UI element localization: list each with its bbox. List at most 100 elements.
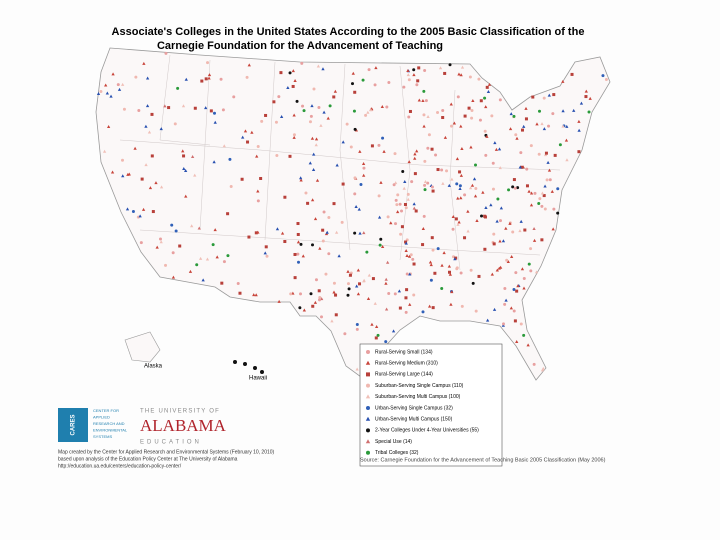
marker — [193, 106, 197, 110]
marker — [427, 133, 431, 137]
marker — [512, 309, 516, 313]
marker — [532, 238, 537, 242]
marker — [358, 282, 362, 286]
marker — [200, 79, 204, 83]
marker — [430, 147, 434, 151]
marker — [577, 150, 581, 154]
marker — [504, 298, 508, 302]
marker — [540, 191, 545, 195]
marker — [480, 214, 484, 218]
marker — [454, 217, 458, 221]
marker — [498, 166, 502, 170]
marker — [318, 295, 322, 299]
marker — [498, 239, 502, 243]
marker — [340, 220, 344, 224]
marker — [362, 173, 366, 177]
marker — [503, 287, 507, 291]
marker — [312, 87, 316, 91]
marker — [274, 120, 278, 124]
marker — [252, 293, 256, 297]
marker — [321, 228, 325, 232]
marker — [362, 231, 366, 235]
marker — [207, 76, 211, 80]
marker — [455, 267, 459, 271]
marker — [373, 301, 377, 305]
marker — [545, 178, 549, 182]
marker — [314, 143, 318, 147]
marker — [332, 202, 336, 206]
marker — [556, 211, 560, 215]
marker — [393, 292, 397, 296]
marker — [447, 183, 451, 187]
marker — [537, 152, 541, 156]
marker — [427, 304, 432, 308]
marker — [470, 183, 475, 187]
marker — [495, 268, 499, 272]
marker — [228, 157, 232, 161]
marker — [394, 198, 398, 202]
marker — [171, 251, 175, 255]
marker — [430, 236, 434, 240]
marker — [397, 289, 402, 293]
marker — [416, 79, 420, 83]
marker — [353, 176, 357, 180]
marker — [140, 177, 144, 181]
marker — [335, 163, 339, 167]
marker — [584, 95, 588, 99]
marker — [355, 322, 359, 326]
marker — [405, 288, 409, 292]
marker — [137, 108, 141, 112]
marker — [412, 293, 416, 297]
legend-label: Urban-Serving Multi Campus (150) — [375, 417, 453, 423]
marker — [378, 243, 382, 247]
marker — [105, 91, 109, 95]
marker — [343, 332, 347, 336]
marker — [328, 104, 332, 108]
marker — [345, 122, 349, 126]
marker — [422, 113, 426, 117]
marker — [365, 416, 371, 421]
marker — [516, 284, 520, 288]
marker — [531, 95, 535, 99]
marker — [109, 94, 113, 98]
marker — [474, 163, 478, 167]
marker — [540, 368, 545, 372]
marker — [404, 248, 408, 252]
marker — [181, 149, 185, 153]
marker — [311, 243, 315, 247]
marker — [526, 343, 530, 347]
marker — [512, 178, 516, 182]
marker — [448, 270, 452, 274]
marker — [534, 270, 539, 274]
marker — [524, 106, 528, 110]
marker — [490, 272, 494, 276]
marker — [509, 306, 513, 310]
marker — [604, 77, 608, 81]
marker — [423, 159, 427, 163]
marker — [299, 176, 303, 180]
marker — [384, 281, 388, 285]
marker — [116, 83, 120, 87]
marker — [458, 170, 462, 174]
marker — [222, 260, 226, 264]
logo-line: RESEARCH AND — [93, 421, 125, 426]
logo-line: EDUCATION — [140, 440, 202, 446]
marker — [377, 194, 381, 198]
marker — [479, 99, 483, 103]
marker — [410, 180, 414, 184]
marker — [564, 138, 569, 142]
marker — [353, 127, 357, 131]
marker — [374, 336, 378, 340]
marker — [291, 84, 295, 88]
marker — [542, 127, 547, 131]
marker — [171, 275, 176, 279]
marker — [330, 319, 334, 323]
marker — [547, 93, 551, 97]
marker — [247, 235, 251, 239]
marker — [451, 215, 455, 219]
marker — [460, 146, 464, 150]
marker — [190, 224, 194, 228]
marker — [355, 367, 359, 371]
marker — [577, 128, 581, 132]
